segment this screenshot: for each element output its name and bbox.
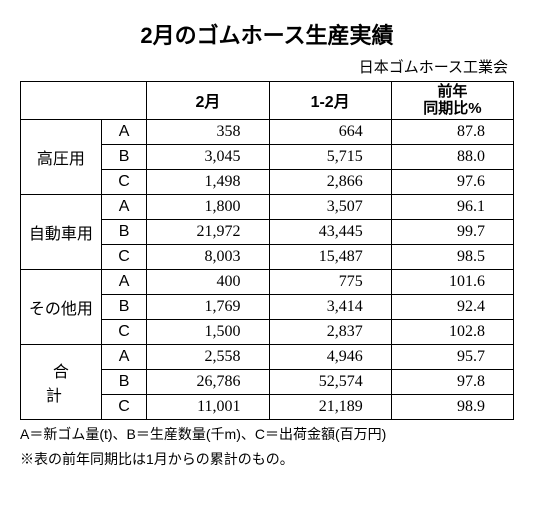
value-yoy: 99.7: [391, 219, 513, 244]
value-month: 1,498: [147, 169, 269, 194]
subrow-label: C: [101, 169, 147, 194]
value-yoy: 98.9: [391, 394, 513, 419]
value-cum: 2,866: [269, 169, 391, 194]
value-yoy: 97.8: [391, 369, 513, 394]
value-cum: 3,414: [269, 294, 391, 319]
value-month: 2,558: [147, 344, 269, 369]
source-org: 日本ゴムホース工業会: [20, 56, 514, 77]
value-cum: 21,189: [269, 394, 391, 419]
category-cell: 自動車用: [21, 194, 102, 269]
value-month: 358: [147, 119, 269, 144]
production-table: 2月 1-2月 前年同期比% 高圧用A35866487.8B3,0455,715…: [20, 81, 514, 420]
value-month: 26,786: [147, 369, 269, 394]
value-month: 8,003: [147, 244, 269, 269]
legend-line-1: A＝新ゴム量(t)、B＝生産数量(千m)、C＝出荷金額(百万円): [20, 424, 514, 445]
header-cum: 1-2月: [269, 82, 391, 120]
header-yoy: 前年同期比%: [391, 82, 513, 120]
category-cell: 高圧用: [21, 119, 102, 194]
value-yoy: 102.8: [391, 319, 513, 344]
value-cum: 3,507: [269, 194, 391, 219]
subrow-label: C: [101, 319, 147, 344]
header-blank: [21, 82, 147, 120]
subrow-label: A: [101, 344, 147, 369]
subrow-label: A: [101, 119, 147, 144]
value-month: 3,045: [147, 144, 269, 169]
table-body: 高圧用A35866487.8B3,0455,71588.0C1,4982,866…: [21, 119, 514, 419]
value-yoy: 96.1: [391, 194, 513, 219]
value-cum: 2,837: [269, 319, 391, 344]
value-cum: 43,445: [269, 219, 391, 244]
header-month: 2月: [147, 82, 269, 120]
value-month: 21,972: [147, 219, 269, 244]
value-yoy: 92.4: [391, 294, 513, 319]
table-row: 高圧用A35866487.8: [21, 119, 514, 144]
value-cum: 4,946: [269, 344, 391, 369]
value-yoy: 95.7: [391, 344, 513, 369]
value-cum: 52,574: [269, 369, 391, 394]
value-yoy: 87.8: [391, 119, 513, 144]
subrow-label: A: [101, 194, 147, 219]
page-title: 2月のゴムホース生産実績: [20, 18, 514, 50]
value-yoy: 101.6: [391, 269, 513, 294]
value-month: 1,800: [147, 194, 269, 219]
subrow-label: C: [101, 244, 147, 269]
value-month: 400: [147, 269, 269, 294]
legend-line-2: ※表の前年同期比は1月からの累計のもの。: [20, 449, 514, 470]
value-yoy: 97.6: [391, 169, 513, 194]
value-cum: 15,487: [269, 244, 391, 269]
value-cum: 664: [269, 119, 391, 144]
table-row: その他用A400775101.6: [21, 269, 514, 294]
value-yoy: 88.0: [391, 144, 513, 169]
value-cum: 775: [269, 269, 391, 294]
subrow-label: B: [101, 144, 147, 169]
table-row: 合計A2,5584,94695.7: [21, 344, 514, 369]
value-month: 11,001: [147, 394, 269, 419]
subrow-label: B: [101, 219, 147, 244]
value-month: 1,500: [147, 319, 269, 344]
subrow-label: A: [101, 269, 147, 294]
subrow-label: B: [101, 369, 147, 394]
subrow-label: C: [101, 394, 147, 419]
category-cell: その他用: [21, 269, 102, 344]
category-cell: 合計: [21, 344, 102, 419]
value-month: 1,769: [147, 294, 269, 319]
subrow-label: B: [101, 294, 147, 319]
table-row: 自動車用A1,8003,50796.1: [21, 194, 514, 219]
value-cum: 5,715: [269, 144, 391, 169]
value-yoy: 98.5: [391, 244, 513, 269]
